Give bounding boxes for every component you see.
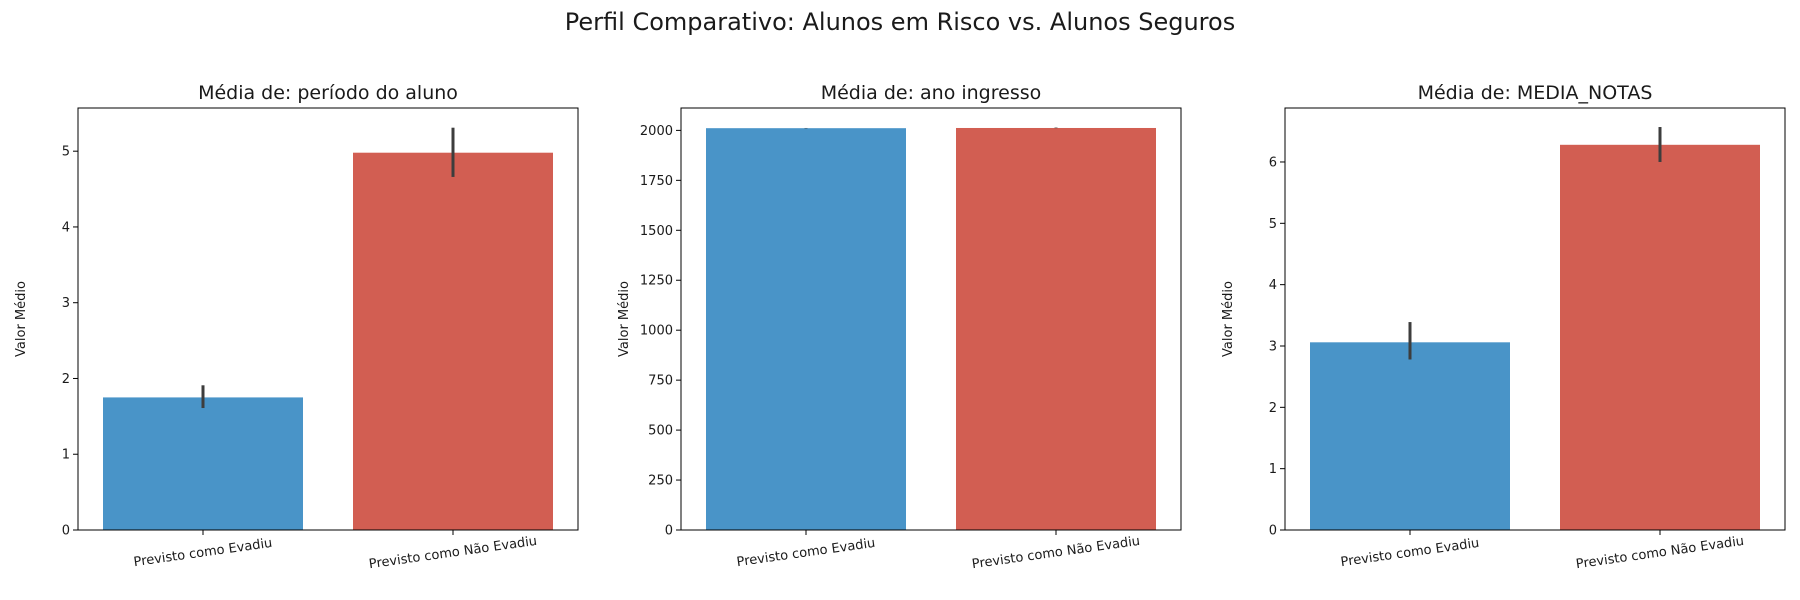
y-tick-label: 1000 xyxy=(640,324,673,339)
chart-title: Média de: MEDIA_NOTAS xyxy=(1418,82,1653,104)
x-tick-label: Previsto como Não Evadiu xyxy=(1575,534,1745,572)
y-tick-label: 0 xyxy=(62,524,70,539)
y-tick-label: 750 xyxy=(648,374,673,389)
y-tick-label: 4 xyxy=(1269,278,1277,293)
y-tick-label: 2 xyxy=(62,372,70,387)
bar xyxy=(1310,342,1510,530)
y-tick-label: 2000 xyxy=(640,124,673,139)
bar xyxy=(103,397,303,530)
y-tick-label: 3 xyxy=(1269,339,1277,354)
y-axis-label: Valor Médio xyxy=(617,281,632,357)
y-tick-label: 5 xyxy=(1269,217,1277,232)
y-tick-label: 500 xyxy=(648,424,673,439)
y-tick-label: 1 xyxy=(62,448,70,463)
y-tick-label: 4 xyxy=(62,220,70,235)
x-tick-label: Previsto como Não Evadiu xyxy=(971,534,1141,572)
bar xyxy=(353,152,553,530)
chart-2: Média de: ano ingresso Valor Médio 0 250 500… xyxy=(617,82,1182,572)
y-tick-label: 0 xyxy=(1269,524,1277,539)
chart-title: Média de: período do aluno xyxy=(198,82,458,104)
plot-frame xyxy=(77,107,579,531)
y-tick-label: 3 xyxy=(62,296,70,311)
y-tick-label: 1 xyxy=(1269,462,1277,477)
y-tick-label: 1250 xyxy=(640,274,673,289)
x-tick-label: Previsto como Não Evadiu xyxy=(368,534,538,572)
y-tick-label: 6 xyxy=(1269,155,1277,170)
chart-3: Média de: MEDIA_NOTAS Valor Médio 0 1 2 3 4 5 6 P… xyxy=(1221,82,1786,572)
chart-title: Média de: ano ingresso xyxy=(821,82,1042,104)
x-tick-label: Previsto como Evadiu xyxy=(736,536,876,570)
plot-frame xyxy=(1284,107,1786,531)
plot-frame xyxy=(680,107,1182,531)
x-tick-label: Previsto como Evadiu xyxy=(1340,536,1480,570)
chart-1: Média de: período do aluno Valor Médio 0 1 2… xyxy=(14,82,579,572)
bar xyxy=(956,127,1156,530)
bar xyxy=(706,128,906,530)
x-tick-label: Previsto como Evadiu xyxy=(133,536,273,570)
y-axis-label: Valor Médio xyxy=(14,281,29,357)
y-tick-label: 5 xyxy=(62,145,70,160)
bar xyxy=(1560,144,1760,531)
y-axis-label: Valor Médio xyxy=(1221,281,1236,357)
figure-suptitle: Perfil Comparativo: Alunos em Risco vs. … xyxy=(564,8,1236,36)
y-tick-label: 250 xyxy=(648,474,673,489)
y-tick-label: 1500 xyxy=(640,224,673,239)
y-tick-label: 2 xyxy=(1269,401,1277,416)
y-tick-label: 1750 xyxy=(640,174,673,189)
y-tick-label: 0 xyxy=(665,524,673,539)
